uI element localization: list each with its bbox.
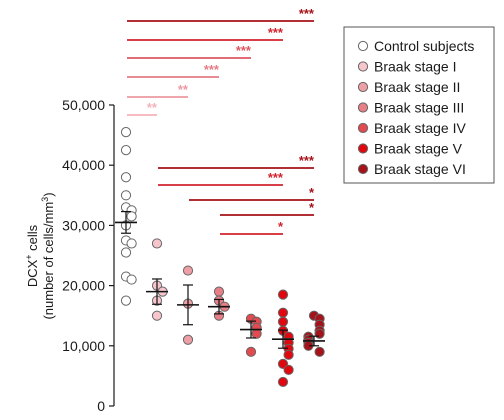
y-tick-label-3: 30,000 <box>62 217 105 233</box>
legend-box <box>343 26 495 184</box>
legend-label-5: Braak stage V <box>374 141 463 157</box>
y-tick-label-1: 10,000 <box>62 338 105 354</box>
data-point-0-0 <box>120 126 132 138</box>
y-axis-title-line-2: (number of cells/mm3) <box>40 192 56 319</box>
y-tick-label-2: 20,000 <box>62 278 105 294</box>
data-point-0-13 <box>120 295 132 306</box>
significance-label-3: *** <box>236 43 252 58</box>
data-point-0-6 <box>126 211 137 222</box>
y-tick-label-0: 0 <box>97 398 105 414</box>
significance-label-0: ** <box>147 100 158 115</box>
legend-label-0: Control subjects <box>374 38 474 54</box>
significance-label-10: * <box>278 219 284 234</box>
legend-marker-2 <box>357 81 369 93</box>
significance-label-1: ** <box>178 82 189 97</box>
data-point-5-0 <box>277 289 289 300</box>
significance-bars: ************************* <box>127 6 315 235</box>
y-tick-label-5: 50,000 <box>62 97 105 113</box>
legend-label-2: Braak stage II <box>374 79 460 95</box>
legend-label-3: Braak stage III <box>374 100 464 116</box>
data-point-3-0 <box>213 286 225 297</box>
data-point-0-2 <box>120 172 132 183</box>
data-points <box>120 126 325 388</box>
significance-label-2: *** <box>204 62 220 77</box>
y-tick-label-4: 40,000 <box>62 157 105 173</box>
legend-marker-1 <box>357 61 369 72</box>
data-point-1-0 <box>151 238 163 249</box>
legend-label-4: Braak stage IV <box>374 120 466 136</box>
significance-label-4: *** <box>268 25 284 40</box>
legend-marker-4 <box>357 122 369 134</box>
data-point-4-3 <box>251 328 262 339</box>
legend-marker-5 <box>357 143 369 154</box>
data-point-4-4 <box>245 346 257 357</box>
data-point-0-1 <box>120 145 132 156</box>
data-point-2-2 <box>182 334 194 345</box>
data-point-5-2 <box>277 316 289 327</box>
data-point-2-0 <box>182 265 194 276</box>
data-point-5-7 <box>283 349 294 360</box>
legend-marker-0 <box>357 40 369 52</box>
data-point-0-3 <box>120 190 132 201</box>
data-point-0-10 <box>120 247 132 258</box>
significance-label-7: *** <box>268 170 284 185</box>
legend-label-6: Braak stage VI <box>374 161 466 177</box>
legend-marker-3 <box>357 102 369 113</box>
data-point-5-1 <box>277 307 289 318</box>
significance-label-5: *** <box>299 6 315 21</box>
significance-label-6: *** <box>299 153 315 168</box>
data-point-0-9 <box>126 238 137 249</box>
legend-label-1: Braak stage I <box>374 59 457 75</box>
legend: Control subjects Braak stage I Braak stage… <box>343 26 495 184</box>
significance-label-8: * <box>309 185 315 200</box>
data-point-1-4 <box>151 310 163 321</box>
data-point-6-4 <box>314 328 325 339</box>
y-axis-title: DCX+ cells (number of cells/mm3) <box>24 192 56 319</box>
data-point-6-9 <box>314 346 325 357</box>
y-axis: 0 10,000 20,000 30,000 40,000 50,000 <box>62 97 115 414</box>
y-axis-title-line-1: DCX+ cells <box>24 224 40 287</box>
mean-sem-markers <box>115 210 325 349</box>
data-point-5-9 <box>283 364 294 375</box>
significance-label-9: * <box>309 200 315 215</box>
legend-marker-6 <box>357 163 369 175</box>
data-point-0-12 <box>126 274 137 285</box>
data-point-5-10 <box>277 376 289 388</box>
